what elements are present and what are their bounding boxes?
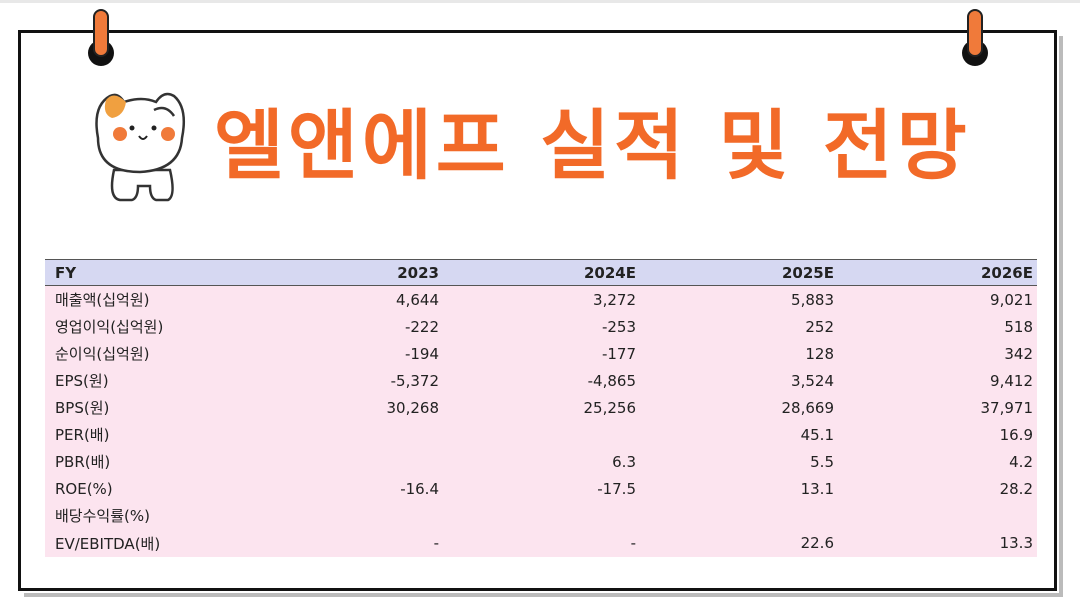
table-cell: 4.2 [1009,452,1033,471]
table-cell: 6.3 [612,452,636,471]
row-label: ROE(%) [55,479,113,498]
table-cell: 4,644 [396,290,439,309]
financial-table: FY 2023 2024E 2025E 2026E 매출액(십억원) 4,644… [45,259,1037,557]
table-cell: -16.4 [400,479,439,498]
binder-pin-icon [88,9,114,66]
notice-board [18,30,1057,591]
row-label: PBR(배) [55,453,111,471]
table-row: PER(배) 45.1 16.9 [45,421,1037,448]
table-cell: 45.1 [800,425,834,444]
cat-mascot-icon [95,92,185,202]
row-label: 영업이익(십억원) [55,318,164,336]
table-cell [245,421,443,448]
table-cell: 22.6 [800,534,834,552]
table-row: 영업이익(십억원) -222 -253 252 518 [45,313,1037,340]
table-cell [443,421,640,448]
row-label: BPS(원) [55,399,110,417]
table-cell: 252 [805,317,834,336]
table-cell: -253 [601,317,636,336]
table-row: 매출액(십억원) 4,644 3,272 5,883 9,021 [45,285,1037,313]
table-row: 배당수익률(%) [45,502,1037,529]
row-label: 매출액(십억원) [55,291,150,309]
column-header: 2024E [584,263,636,282]
table-cell: -17.5 [597,479,636,498]
table-cell: 13.1 [800,479,834,498]
table-cell: 16.9 [999,425,1033,444]
table-cell [245,448,443,475]
table-cell: - [433,534,439,552]
table-cell [443,502,640,529]
table-cell: 3,524 [791,371,834,390]
table-cell: 3,272 [593,290,636,309]
table-cell: -222 [404,317,439,336]
table-cell: 5.5 [810,452,834,471]
column-header: 2026E [981,263,1033,282]
table-cell: 28.2 [999,479,1033,498]
table-row: 순이익(십억원) -194 -177 128 342 [45,340,1037,367]
table-cell: 9,412 [990,371,1033,390]
table-cell: 30,268 [386,398,440,417]
table-row: BPS(원) 30,268 25,256 28,669 37,971 [45,394,1037,421]
table-cell [245,502,443,529]
table-row: EPS(원) -5,372 -4,865 3,524 9,412 [45,367,1037,394]
table-cell: -5,372 [390,371,439,390]
table-cell [640,502,838,529]
table-cell: -177 [601,344,636,363]
row-label: EPS(원) [55,372,109,390]
row-label: 순이익(십억원) [55,345,150,363]
table-cell: 5,883 [791,290,834,309]
column-header: FY [55,263,77,282]
table-cell [838,502,1037,529]
table-cell: 13.3 [999,534,1033,552]
table-row: EV/EBITDA(배) - - 22.6 13.3 [45,529,1037,557]
table-row: PBR(배) 6.3 5.5 4.2 [45,448,1037,475]
table-cell: 28,669 [781,398,835,417]
financial-table-container: FY 2023 2024E 2025E 2026E 매출액(십억원) 4,644… [45,259,1037,562]
table-cell: 37,971 [980,398,1034,417]
table-cell: -194 [404,344,439,363]
row-label: EV/EBITDA(배) [55,534,161,553]
table-cell: 342 [1004,344,1033,363]
table-cell: 518 [1004,317,1033,336]
binder-pin-icon [962,9,988,66]
table-cell: 9,021 [990,290,1033,309]
table-cell: 128 [805,344,834,363]
top-strip [0,0,1080,3]
column-header: 2023 [397,263,439,282]
table-cell: - [630,534,636,552]
table-cell: -4,865 [587,371,636,390]
table-row: ROE(%) -16.4 -17.5 13.1 28.2 [45,475,1037,502]
row-label: PER(배) [55,426,110,444]
row-label: 배당수익률(%) [55,507,150,525]
column-header: 2025E [782,263,834,282]
table-cell: 25,256 [583,398,637,417]
table-header-row: FY 2023 2024E 2025E 2026E [45,259,1037,286]
page-title: 엘앤에프 실적 및 전망 [214,101,971,190]
board-shadow [24,36,1063,597]
